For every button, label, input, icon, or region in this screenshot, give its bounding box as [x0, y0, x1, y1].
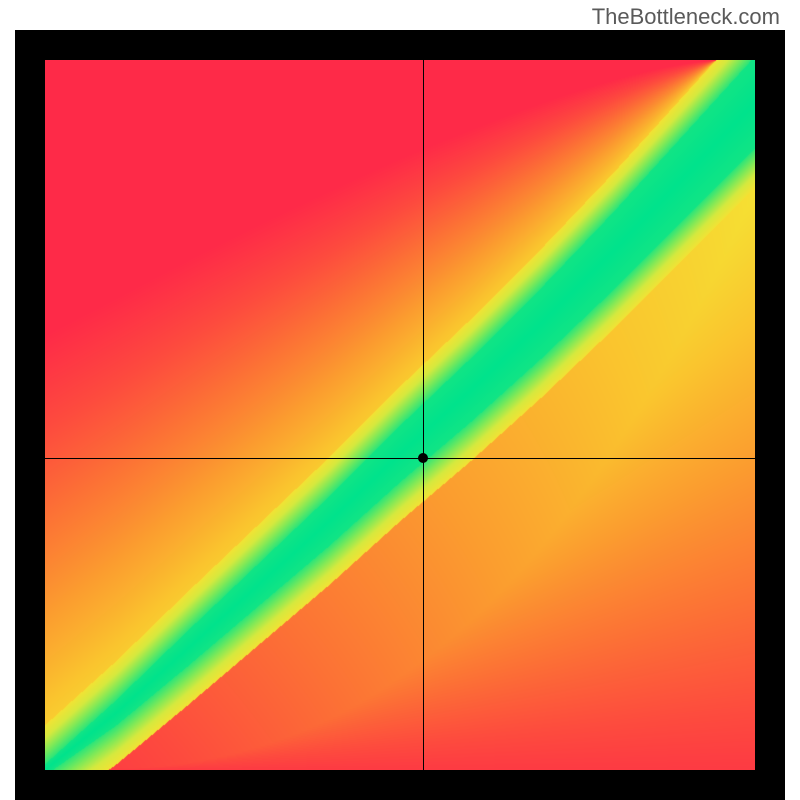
heatmap-canvas: [45, 60, 755, 770]
heatmap-area: [45, 60, 755, 770]
crosshair-marker: [418, 453, 428, 463]
crosshair-vertical: [423, 60, 424, 770]
watermark-text: TheBottleneck.com: [592, 4, 780, 30]
crosshair-horizontal: [45, 458, 755, 459]
chart-container: TheBottleneck.com: [0, 0, 800, 800]
plot-frame: [15, 30, 785, 800]
